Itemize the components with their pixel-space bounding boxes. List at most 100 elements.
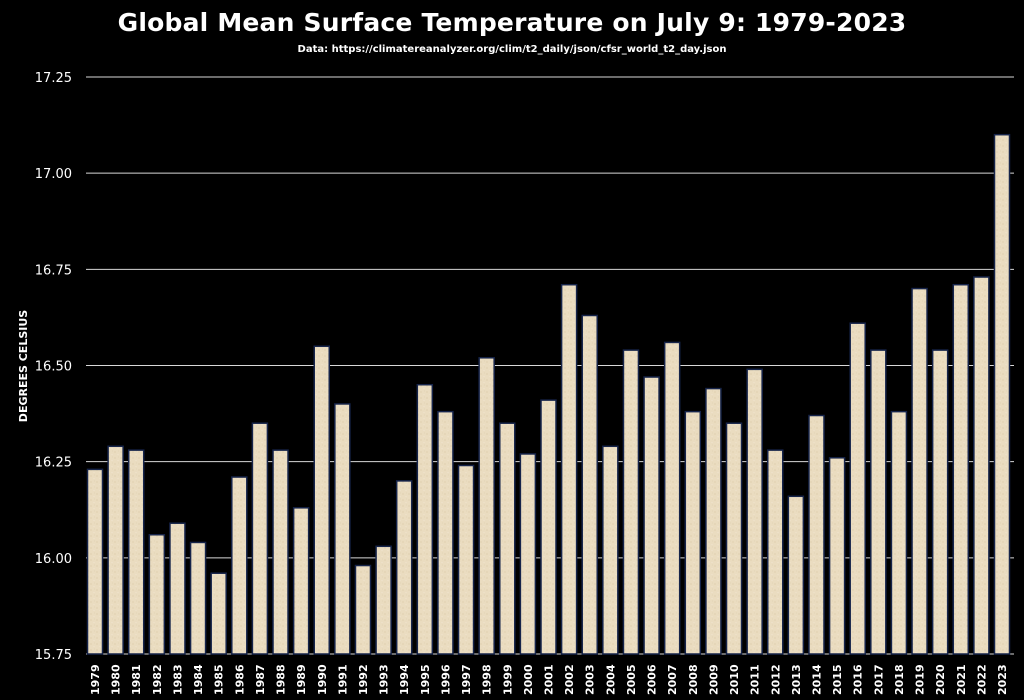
bar-2014 bbox=[808, 414, 825, 655]
x-tick-label: 1982 bbox=[151, 664, 164, 695]
bar-2018 bbox=[890, 410, 908, 655]
x-tick-label: 1979 bbox=[89, 664, 102, 695]
bar-2003 bbox=[581, 314, 598, 655]
x-tick-label: 2000 bbox=[522, 664, 535, 695]
bar-1998 bbox=[478, 357, 495, 655]
bar-2015 bbox=[828, 457, 846, 655]
bar-1980 bbox=[107, 445, 124, 655]
bars bbox=[86, 133, 1011, 655]
x-tick-label: 2021 bbox=[955, 664, 968, 695]
y-tick-label: 16.25 bbox=[35, 456, 72, 471]
x-tick-label: 1989 bbox=[295, 664, 308, 695]
x-tick-label: 1998 bbox=[481, 664, 494, 695]
bar-2001 bbox=[540, 399, 557, 655]
bar-2008 bbox=[684, 410, 702, 655]
x-tick-label: 1985 bbox=[213, 664, 226, 695]
x-tick-label: 2022 bbox=[975, 664, 988, 695]
x-tick-label: 2001 bbox=[543, 664, 556, 695]
bar-2010 bbox=[725, 422, 743, 655]
x-tick-label: 1987 bbox=[254, 664, 267, 695]
bar-1992 bbox=[354, 564, 372, 655]
x-tick-label: 1980 bbox=[110, 664, 123, 695]
x-tick-label: 1997 bbox=[460, 664, 473, 695]
x-tick-label: 2017 bbox=[872, 664, 885, 695]
bar-2013 bbox=[787, 495, 805, 655]
x-tick-label: 1996 bbox=[439, 664, 452, 695]
x-tick-label: 2005 bbox=[625, 664, 638, 695]
bar-1996 bbox=[437, 410, 454, 655]
bar-1994 bbox=[395, 480, 413, 655]
bar-1993 bbox=[375, 545, 392, 655]
bar-2009 bbox=[705, 387, 722, 655]
bar-1985 bbox=[210, 572, 227, 655]
x-tick-label: 2015 bbox=[831, 664, 844, 695]
x-tick-label: 2016 bbox=[852, 664, 865, 695]
bar-1983 bbox=[169, 522, 186, 655]
y-axis-ticks: 15.75 16.00 16.25 16.50 16.75 17.00 17.25 bbox=[35, 71, 72, 663]
y-tick-label: 16.00 bbox=[35, 552, 72, 567]
bar-1981 bbox=[127, 449, 145, 655]
x-tick-label: 1988 bbox=[275, 664, 288, 695]
x-tick-label: 2004 bbox=[604, 664, 617, 695]
bar-2019 bbox=[911, 287, 928, 655]
bar-1982 bbox=[148, 534, 166, 655]
y-tick-label: 15.75 bbox=[35, 648, 72, 663]
bar-2000 bbox=[519, 453, 537, 655]
bar-1991 bbox=[334, 403, 351, 655]
bar-1987 bbox=[251, 422, 269, 655]
bar-2017 bbox=[870, 349, 887, 655]
x-tick-label: 2019 bbox=[914, 664, 927, 695]
x-tick-label: 1990 bbox=[316, 664, 329, 695]
bar-1995 bbox=[416, 383, 434, 655]
x-tick-label: 2006 bbox=[646, 664, 659, 695]
bar-2020 bbox=[931, 349, 949, 655]
x-tick-label: 1995 bbox=[419, 664, 432, 695]
x-tick-label: 2007 bbox=[666, 664, 679, 695]
bar-2016 bbox=[849, 322, 866, 655]
bar-2002 bbox=[560, 283, 578, 655]
bar-1999 bbox=[499, 422, 516, 655]
bar-1997 bbox=[457, 464, 475, 655]
x-tick-label: 2018 bbox=[893, 664, 906, 695]
x-tick-label: 2009 bbox=[707, 664, 720, 695]
bar-2012 bbox=[767, 449, 784, 655]
x-tick-label: 2014 bbox=[810, 664, 823, 695]
x-tick-label: 1983 bbox=[171, 664, 184, 695]
bar-2004 bbox=[602, 445, 619, 655]
bar-2006 bbox=[643, 376, 660, 655]
x-tick-label: 2003 bbox=[584, 664, 597, 695]
bar-2023 bbox=[993, 133, 1011, 655]
bar-1988 bbox=[272, 449, 289, 655]
x-tick-label: 2023 bbox=[996, 664, 1009, 695]
bar-1990 bbox=[313, 345, 330, 655]
x-tick-label: 1999 bbox=[501, 664, 514, 695]
bar-2011 bbox=[746, 368, 763, 655]
y-tick-label: 16.50 bbox=[35, 360, 72, 375]
x-tick-label: 2008 bbox=[687, 664, 700, 695]
bar-1979 bbox=[86, 468, 104, 655]
x-tick-label: 1993 bbox=[378, 664, 391, 695]
bar-2022 bbox=[973, 276, 990, 655]
bar-1986 bbox=[231, 476, 248, 655]
x-tick-label: 1994 bbox=[398, 664, 411, 695]
x-tick-label: 2012 bbox=[769, 664, 782, 695]
bar-2007 bbox=[663, 341, 681, 655]
y-tick-label: 17.25 bbox=[35, 71, 72, 86]
y-axis-title: DEGREES CELSIUS bbox=[17, 310, 30, 422]
x-tick-label: 1991 bbox=[336, 664, 349, 695]
y-tick-label: 16.75 bbox=[35, 263, 72, 278]
x-tick-label: 2020 bbox=[934, 664, 947, 695]
x-axis-labels: 1979 1980 1981 1982 1983 1984 1985 1986 1987 1988… bbox=[89, 664, 1009, 695]
x-tick-label: 2002 bbox=[563, 664, 576, 695]
bar-2021 bbox=[952, 283, 970, 655]
x-tick-label: 2010 bbox=[728, 664, 741, 695]
x-tick-label: 2011 bbox=[749, 664, 762, 695]
x-tick-label: 1984 bbox=[192, 664, 205, 695]
chart-title: Global Mean Surface Temperature on July … bbox=[117, 8, 907, 37]
x-tick-label: 1992 bbox=[357, 664, 370, 695]
x-tick-label: 1981 bbox=[130, 664, 143, 695]
chart-subtitle: Data: https://climatereanalyzer.org/clim… bbox=[297, 44, 727, 55]
bar-2005 bbox=[622, 349, 640, 655]
